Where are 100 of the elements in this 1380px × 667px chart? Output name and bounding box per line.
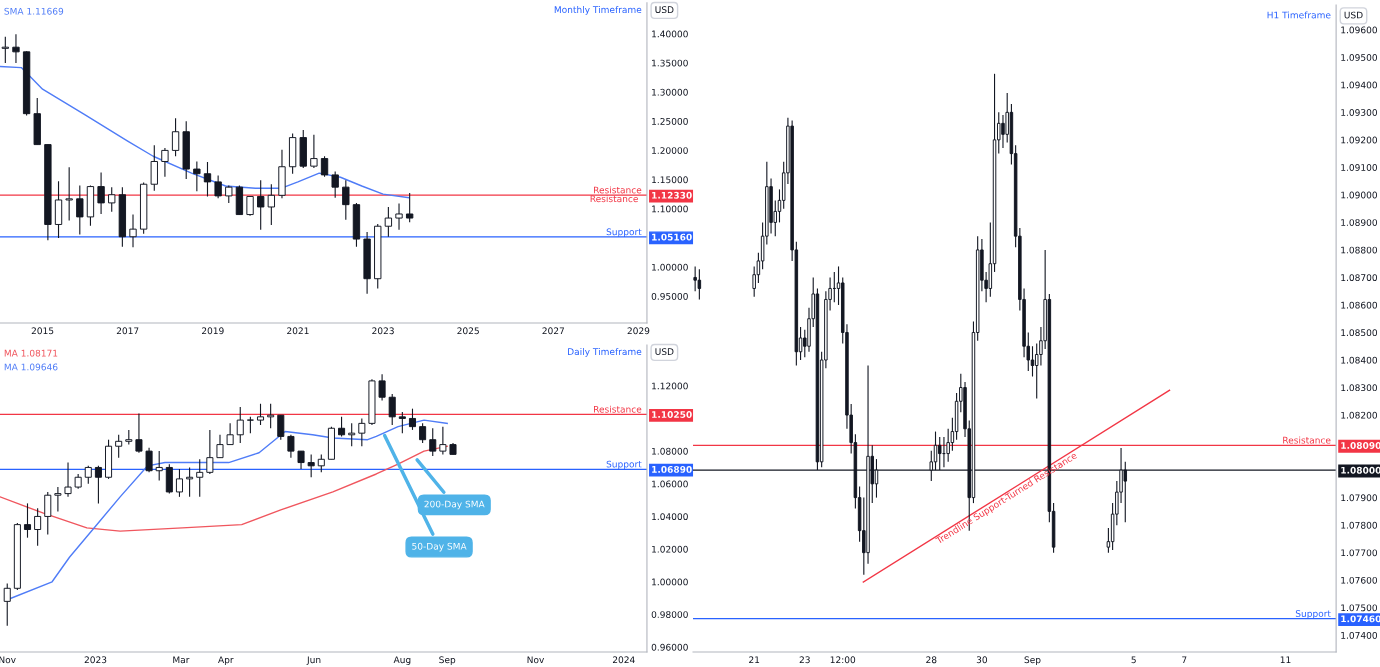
y-tick-label: 1.09200 [1341, 136, 1378, 144]
candlestick [94, 465, 102, 504]
y-tick-label: 1.07900 [1341, 494, 1378, 502]
annotation: Resistance [590, 195, 638, 203]
x-tick-label: 2015 [31, 327, 54, 335]
y-tick-label: 1.02000 [652, 545, 688, 553]
candlestick [3, 582, 11, 627]
y-tick-label: 1.08700 [1341, 274, 1378, 282]
x-tick-label: 11 [1280, 656, 1291, 664]
y-tick-label: 1.04000 [652, 513, 688, 520]
candlestick [342, 179, 350, 221]
candlestick [331, 170, 339, 199]
y-tick-label: 1.08000 [652, 447, 688, 455]
y-tick-label: 1.12330 [652, 191, 692, 199]
text: USD [1344, 11, 1363, 19]
x-tick-label: Sep [439, 656, 456, 665]
candlestick [1, 36, 9, 64]
candlestick [97, 172, 105, 215]
y-tick-label: 0.96000 [651, 643, 688, 651]
y-tick-label: 1.08800 [1341, 246, 1378, 254]
x-tick-label: Aug [393, 656, 411, 665]
annotation: Daily Timeframe [568, 348, 642, 357]
candlestick [214, 174, 222, 199]
candlestick [256, 403, 265, 426]
x-tick-label: 2023 [84, 656, 107, 664]
y-tick-label: 1.40000 [652, 30, 688, 38]
x-tick-label: 5 [1131, 656, 1136, 664]
x-tick-label: Jun [306, 656, 321, 665]
y-tick-label: 1.09400 [1341, 81, 1378, 89]
text: MA 1.08171 [4, 349, 58, 357]
x-tick-label: 2021 [287, 327, 309, 335]
candlestick [310, 134, 318, 169]
candlestick [54, 486, 62, 513]
y-tick-label: 1.08000 [1341, 466, 1380, 474]
candlestick [186, 466, 194, 498]
y-tick-label: 1.08090 [1341, 442, 1380, 449]
candlestick [226, 422, 234, 446]
x-tick-label: Nov [0, 656, 16, 664]
candlestick [108, 186, 116, 213]
y-tick-label: 1.06890 [652, 465, 692, 473]
candlestick [307, 453, 315, 478]
ref-line-label: Resistance [594, 186, 642, 194]
ref-line-label: Resistance [594, 405, 642, 413]
y-tick-label: 1.07460 [1341, 615, 1380, 623]
candlestick [388, 393, 396, 426]
candlestick [161, 147, 169, 178]
y-tick-label: 1.06000 [652, 480, 688, 488]
y-tick-label: 1.08500 [1341, 329, 1378, 337]
candlestick [76, 184, 84, 235]
candlestick [115, 434, 123, 459]
y-tick-label: 1.12000 [652, 382, 688, 390]
y-tick-label: 1.09000 [1341, 191, 1378, 199]
candlestick [145, 447, 153, 473]
candlestick [236, 406, 244, 444]
y-tick-label: 1.00000 [652, 578, 688, 586]
x-tick-label: 23 [799, 656, 810, 664]
candlestick [196, 458, 204, 498]
text: SMA 1.11669 [4, 7, 64, 15]
candlestick [429, 427, 437, 457]
x-tick-label: 2027 [542, 327, 565, 335]
candlestick [34, 507, 42, 547]
candlestick [193, 160, 201, 192]
candlestick [64, 461, 72, 498]
candlestick [398, 411, 406, 434]
ref-line-label: Support [1295, 610, 1331, 619]
ref-line-label: Support [606, 460, 642, 470]
candlestick [405, 192, 414, 223]
candlestick [395, 202, 403, 231]
annotation: 50-Day SMA [412, 542, 467, 552]
candlestick [338, 416, 346, 437]
candlestick [277, 414, 285, 441]
candlestick [693, 265, 697, 292]
text: USD [655, 348, 674, 356]
candlestick [267, 183, 276, 226]
y-tick-label: 0.95000 [651, 292, 688, 300]
candlestick [378, 373, 386, 402]
y-tick-label: 1.07800 [1341, 521, 1378, 529]
candlestick [1030, 345, 1035, 378]
y-tick-label: 1.08400 [1341, 356, 1378, 364]
candlestick [12, 33, 20, 64]
x-tick-label: 2024 [612, 656, 635, 664]
y-tick-label: 1.09600 [1341, 26, 1378, 34]
candlestick [384, 206, 393, 238]
y-tick-label: 1.08600 [1341, 301, 1378, 309]
y-tick-label: 1.10250 [652, 411, 692, 418]
y-tick-label: 1.10000 [652, 205, 688, 213]
candlestick [946, 428, 950, 463]
y-tick-label: 1.20000 [652, 147, 688, 154]
candlestick [358, 417, 366, 447]
annotation: H1 Timeframe [1267, 11, 1331, 19]
annotation: 200-Day SMA [424, 500, 485, 510]
candlestick [216, 434, 224, 459]
x-tick-label: 2029 [627, 327, 650, 335]
candlestick [155, 450, 163, 482]
y-tick-label: 1.09100 [1341, 164, 1378, 171]
candlestick [65, 166, 73, 221]
y-tick-label: 1.30000 [652, 88, 688, 96]
y-tick-label: 1.15000 [652, 176, 688, 184]
candlestick [175, 468, 183, 498]
candlestick [408, 408, 417, 431]
